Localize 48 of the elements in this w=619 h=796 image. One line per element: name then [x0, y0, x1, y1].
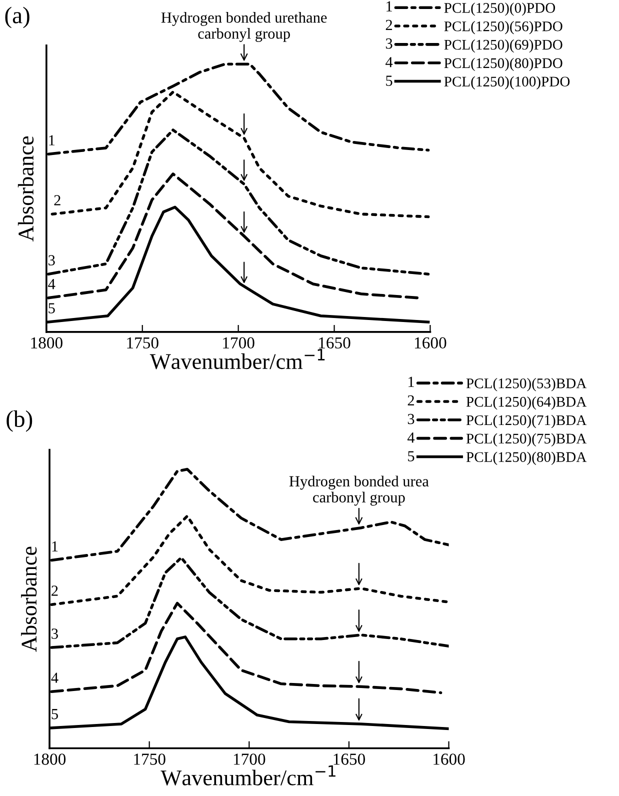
legend-label: PCL(1250)(53)BDA	[466, 378, 587, 392]
legend-label: PCL(1250)(80)BDA	[466, 452, 587, 465]
text: 5	[408, 451, 414, 462]
annotation: 4	[48, 279, 56, 290]
text: 1	[408, 376, 414, 387]
annotation: 3	[48, 255, 55, 266]
annotation: 4	[51, 672, 58, 683]
x-tick-label: 1600	[434, 754, 465, 765]
x-axis-title: Wavenumber/cm$^{−1}$	[160, 765, 336, 786]
text: 4	[386, 57, 393, 68]
x-tick-label: 1750	[127, 337, 158, 349]
chart-title: (a)	[5, 6, 30, 28]
y-axis-title: Absorbance	[21, 546, 37, 652]
annotation: 5	[52, 709, 58, 720]
text: 4	[407, 432, 415, 443]
x-tick-label: 1600	[415, 337, 446, 349]
annotation: 1	[52, 541, 58, 552]
text: 5	[386, 76, 392, 86]
legend-label: PCL(1250)(69)PDO	[444, 39, 562, 53]
legend-label: PCL(1250)(64)BDA	[466, 396, 587, 410]
text: 2	[386, 20, 392, 30]
annotation: 2	[54, 195, 60, 206]
x-tick-label: 1700	[223, 337, 254, 349]
legend-label: PCL(1250)(71)BDA	[466, 414, 587, 428]
legend-label: PCL(1250)(56)PDO	[444, 20, 562, 34]
text: 2	[408, 395, 414, 406]
x-axis-title: Wavenumber/cm$^{−1}$	[150, 349, 325, 370]
legend-label: PCL(1250)(0)PDO	[444, 2, 556, 16]
text: 3	[386, 38, 392, 49]
annotation: 5	[48, 303, 55, 314]
text: 1	[386, 1, 392, 12]
legend-label: PCL(1250)(80)PDO	[444, 58, 562, 72]
annotation: Hydrogen bonded urea carbonyl group	[289, 476, 429, 506]
x-tick-label: 1650	[319, 337, 350, 349]
x-tick-label: 1750	[134, 754, 166, 765]
y-axis-title: Absorbance	[18, 136, 34, 242]
annotation: 3	[52, 628, 58, 639]
text: 3	[408, 414, 414, 424]
chart-title: (b)	[6, 410, 32, 432]
x-tick-label: 1700	[234, 754, 266, 765]
annotation: Hydrogen bonded urethane carbonyl group	[161, 12, 327, 42]
annotation: 2	[52, 586, 58, 596]
x-tick-label: 1800	[34, 754, 66, 765]
x-tick-label: 1800	[31, 337, 62, 349]
annotation: 1	[49, 135, 55, 146]
legend-label: PCL(1250)(75)BDA	[466, 433, 587, 447]
x-tick-label: 1650	[334, 754, 365, 765]
legend-label: PCL(1250)(100)PDO	[444, 76, 570, 90]
